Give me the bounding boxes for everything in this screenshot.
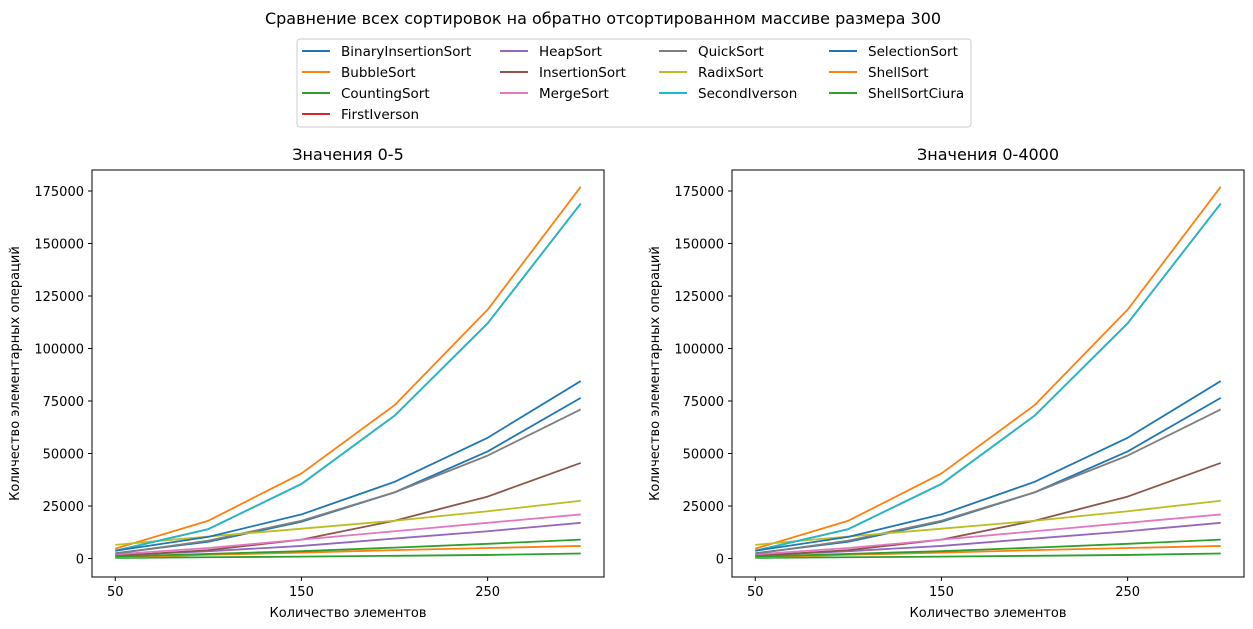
- legend-item: SelectionSort: [829, 44, 958, 60]
- legend-label: CountingSort: [341, 86, 430, 102]
- chart-panel-values-0-5: Значения 0-5 50 150 250 0 25000 50000 75000 1000…: [8, 145, 605, 621]
- series-line-quicksort: [115, 408, 582, 555]
- legend-label: BubbleSort: [341, 65, 416, 81]
- legend-item: RadixSort: [659, 65, 763, 81]
- y-tick-label: 100000: [34, 343, 84, 358]
- x-tick-label: 50: [747, 585, 764, 600]
- axes-frame: [91, 169, 605, 578]
- y-tick-label: 25000: [683, 500, 724, 515]
- legend-label: SelectionSort: [868, 44, 958, 60]
- legend-item: QuickSort: [659, 44, 764, 60]
- series-line-mergesort: [755, 513, 1221, 556]
- series-line-secondiverson: [755, 203, 1222, 552]
- x-tick-label: 250: [1115, 585, 1140, 600]
- y-tick-label: 150000: [34, 238, 84, 253]
- series-line-insertionsort: [115, 462, 582, 557]
- y-axis-label: Количество элементарных операций: [8, 246, 23, 501]
- legend-item: BubbleSort: [302, 65, 416, 81]
- legend-frame: [296, 38, 972, 128]
- legend-item: HeapSort: [500, 44, 602, 60]
- legend-label: ShellSortCiura: [868, 86, 964, 102]
- legend-label: InsertionSort: [539, 65, 626, 81]
- x-tick-label: 250: [475, 585, 500, 600]
- series-line-countingsort: [755, 552, 1221, 559]
- legend-label: HeapSort: [539, 44, 602, 60]
- legend-label: RadixSort: [698, 65, 763, 81]
- legend-item: CountingSort: [302, 86, 430, 102]
- series-line-selectionsort: [755, 380, 1222, 552]
- legend-item: BinaryInsertionSort: [302, 44, 471, 60]
- chart-title: Значения 0-5: [292, 145, 404, 164]
- y-tick-label: 75000: [683, 395, 724, 410]
- legend: BinaryInsertionSort BubbleSort CountingSor…: [296, 38, 972, 128]
- legend-item: ShellSortCiura: [829, 86, 964, 102]
- legend-item: FirstIverson: [302, 107, 419, 123]
- series-line-radixsort: [115, 499, 581, 546]
- series-line-countingsort: [115, 552, 581, 559]
- series-line-bubblesort: [115, 186, 582, 550]
- y-tick-label: 0: [76, 553, 84, 568]
- series-line-quicksort: [755, 408, 1222, 555]
- y-tick-label: 125000: [34, 290, 84, 305]
- chart-panel-values-0-4000: Значения 0-4000 50 150 250 0 25000 50000 75000 1…: [648, 145, 1245, 621]
- series-line-secondiverson: [115, 203, 582, 552]
- x-tick-label: 150: [289, 585, 314, 600]
- x-tick-label: 50: [107, 585, 124, 600]
- series-line-selectionsort: [115, 380, 582, 552]
- legend-label: BinaryInsertionSort: [341, 44, 471, 60]
- series-line-shellsortciura: [115, 538, 581, 558]
- legend-label: MergeSort: [539, 86, 609, 102]
- y-tick-label: 175000: [674, 185, 724, 200]
- series-line-mergesort: [115, 513, 581, 556]
- y-tick-label: 175000: [34, 185, 84, 200]
- x-tick-label: 150: [929, 585, 954, 600]
- legend-item: InsertionSort: [500, 65, 626, 81]
- legend-label: ShellSort: [868, 65, 929, 81]
- y-tick-label: 25000: [43, 500, 84, 515]
- axes-frame: [731, 169, 1245, 578]
- legend-label: QuickSort: [698, 44, 764, 60]
- y-tick-label: 150000: [674, 238, 724, 253]
- y-axis-label: Количество элементарных операций: [648, 246, 663, 501]
- y-tick-label: 50000: [43, 448, 84, 463]
- legend-item: SecondIverson: [659, 86, 797, 102]
- y-tick-label: 100000: [674, 343, 724, 358]
- series-line-bubblesort: [755, 186, 1222, 550]
- x-axis-label: Количество элементов: [269, 606, 426, 621]
- chart-title: Значения 0-4000: [917, 145, 1059, 164]
- series-line-radixsort: [755, 499, 1221, 546]
- series-line-insertionsort: [755, 462, 1222, 557]
- series-line-shellsortciura: [755, 538, 1221, 558]
- legend-item: ShellSort: [829, 65, 929, 81]
- y-tick-label: 125000: [674, 290, 724, 305]
- legend-label: SecondIverson: [698, 86, 797, 102]
- y-tick-label: 75000: [43, 395, 84, 410]
- figure-suptitle: Сравнение всех сортировок на обратно отс…: [265, 9, 941, 28]
- y-tick-label: 50000: [683, 448, 724, 463]
- x-axis-label: Количество элементов: [909, 606, 1066, 621]
- legend-item: MergeSort: [500, 86, 609, 102]
- y-tick-label: 0: [716, 553, 724, 568]
- legend-label: FirstIverson: [341, 107, 419, 123]
